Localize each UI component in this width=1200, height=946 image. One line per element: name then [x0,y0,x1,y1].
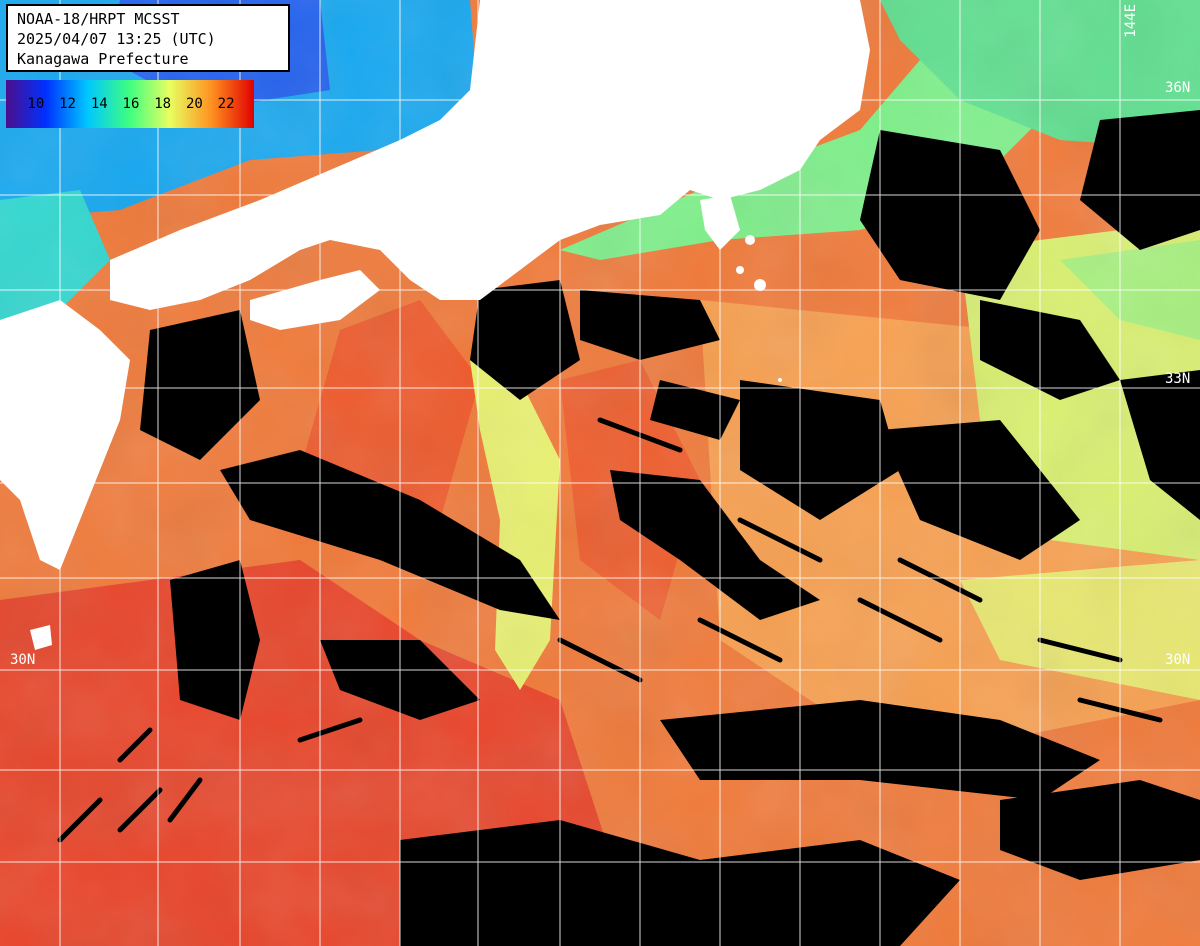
info-box: NOAA-18/HRPT MCSST 2025/04/07 13:25 (UTC… [6,4,290,72]
small-islands [736,235,782,382]
legend-tick: 16 [122,96,140,112]
legend-tick: 14 [90,96,108,112]
legend-tick: 10 [27,96,45,112]
lon-label-136e: 136E [481,4,497,38]
lon-label-144e: 144E [1123,4,1139,38]
legend-colorbar [6,80,254,128]
legend-tick: 20 [185,96,203,112]
legend-tick: 12 [59,96,76,112]
legend-tick: 18 [154,96,172,112]
satellite-title: NOAA-18/HRPT MCSST [17,10,180,28]
temperature-legend: 10 12 14 16 18 20 22 [6,80,254,128]
lat-label-33n: 33N [1165,371,1191,387]
legend-tick: 22 [217,96,235,112]
region-name: Kanagawa Prefecture [17,50,189,68]
lat-label-30n-right: 30N [1165,652,1191,668]
observation-datetime: 2025/04/07 13:25 (UTC) [17,30,216,48]
lat-label-36n: 36N [1165,80,1191,96]
land-mass [0,0,870,650]
lat-label-30n-left: 30N [10,652,36,668]
